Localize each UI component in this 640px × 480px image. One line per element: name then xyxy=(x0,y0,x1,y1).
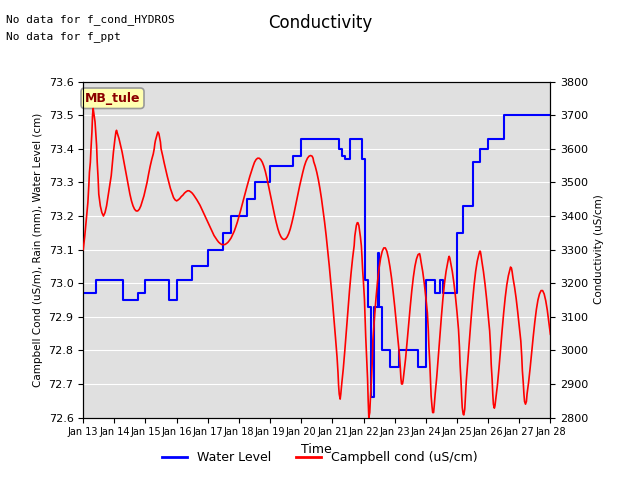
Y-axis label: Campbell Cond (uS/m), Rain (mm), Water Level (cm): Campbell Cond (uS/m), Rain (mm), Water L… xyxy=(33,112,43,387)
Text: No data for f_ppt: No data for f_ppt xyxy=(6,31,121,42)
Text: No data for f_cond_HYDROS: No data for f_cond_HYDROS xyxy=(6,14,175,25)
Text: MB_tule: MB_tule xyxy=(84,92,140,105)
Text: Conductivity: Conductivity xyxy=(268,14,372,33)
Legend: Water Level, Campbell cond (uS/cm): Water Level, Campbell cond (uS/cm) xyxy=(157,446,483,469)
X-axis label: Time: Time xyxy=(301,443,332,456)
Y-axis label: Conductivity (uS/cm): Conductivity (uS/cm) xyxy=(594,195,604,304)
